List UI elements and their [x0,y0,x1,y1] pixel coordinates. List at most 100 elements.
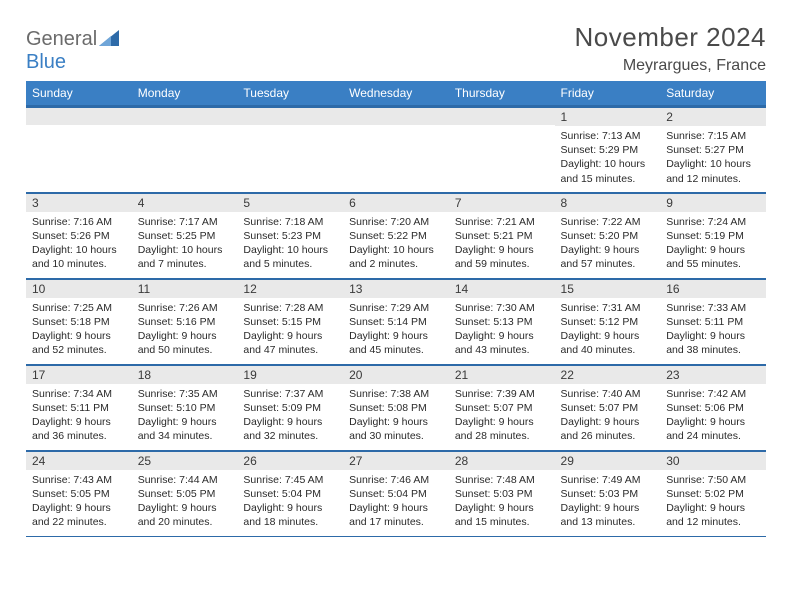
calendar-cell: 24Sunrise: 7:43 AMSunset: 5:05 PMDayligh… [26,450,132,536]
calendar-cell: 1Sunrise: 7:13 AMSunset: 5:29 PMDaylight… [555,106,661,192]
day-number: 8 [555,193,661,212]
day-info: Sunrise: 7:17 AMSunset: 5:25 PMDaylight:… [132,212,238,276]
day-number: 16 [660,279,766,298]
calendar-cell: 27Sunrise: 7:46 AMSunset: 5:04 PMDayligh… [343,450,449,536]
calendar-cell: 21Sunrise: 7:39 AMSunset: 5:07 PMDayligh… [449,364,555,450]
day-info: Sunrise: 7:34 AMSunset: 5:11 PMDaylight:… [26,384,132,448]
day-info: Sunrise: 7:21 AMSunset: 5:21 PMDaylight:… [449,212,555,276]
calendar-cell: 25Sunrise: 7:44 AMSunset: 5:05 PMDayligh… [132,450,238,536]
weekday-header-row: Sunday Monday Tuesday Wednesday Thursday… [26,81,766,106]
day-number: 27 [343,451,449,470]
day-info: Sunrise: 7:22 AMSunset: 5:20 PMDaylight:… [555,212,661,276]
day-info: Sunrise: 7:48 AMSunset: 5:03 PMDaylight:… [449,470,555,534]
day-info: Sunrise: 7:42 AMSunset: 5:06 PMDaylight:… [660,384,766,448]
day-number: 26 [237,451,343,470]
day-info: Sunrise: 7:39 AMSunset: 5:07 PMDaylight:… [449,384,555,448]
day-info: Sunrise: 7:37 AMSunset: 5:09 PMDaylight:… [237,384,343,448]
day-number: 25 [132,451,238,470]
calendar-cell: 29Sunrise: 7:49 AMSunset: 5:03 PMDayligh… [555,450,661,536]
day-info: Sunrise: 7:33 AMSunset: 5:11 PMDaylight:… [660,298,766,362]
day-number: 20 [343,365,449,384]
empty-day [449,107,555,125]
weekday-header: Saturday [660,81,766,106]
calendar-cell: 6Sunrise: 7:20 AMSunset: 5:22 PMDaylight… [343,192,449,278]
logo-triangle-icon [99,30,119,51]
day-info: Sunrise: 7:15 AMSunset: 5:27 PMDaylight:… [660,126,766,190]
day-number: 24 [26,451,132,470]
calendar-cell: 19Sunrise: 7:37 AMSunset: 5:09 PMDayligh… [237,364,343,450]
calendar-row: 3Sunrise: 7:16 AMSunset: 5:26 PMDaylight… [26,192,766,278]
day-number: 4 [132,193,238,212]
calendar-cell: 15Sunrise: 7:31 AMSunset: 5:12 PMDayligh… [555,278,661,364]
day-info: Sunrise: 7:29 AMSunset: 5:14 PMDaylight:… [343,298,449,362]
day-info: Sunrise: 7:13 AMSunset: 5:29 PMDaylight:… [555,126,661,190]
empty-day [132,107,238,125]
calendar-cell: 5Sunrise: 7:18 AMSunset: 5:23 PMDaylight… [237,192,343,278]
brand-part2: Blue [26,51,66,73]
calendar-cell [132,106,238,192]
day-info: Sunrise: 7:35 AMSunset: 5:10 PMDaylight:… [132,384,238,448]
location: Meyrargues, France [575,57,767,75]
day-number: 23 [660,365,766,384]
brand-logo: General Blue [26,22,119,74]
day-number: 21 [449,365,555,384]
calendar-cell: 20Sunrise: 7:38 AMSunset: 5:08 PMDayligh… [343,364,449,450]
day-info: Sunrise: 7:26 AMSunset: 5:16 PMDaylight:… [132,298,238,362]
calendar-cell: 23Sunrise: 7:42 AMSunset: 5:06 PMDayligh… [660,364,766,450]
calendar-row: 17Sunrise: 7:34 AMSunset: 5:11 PMDayligh… [26,364,766,450]
empty-day [237,107,343,125]
calendar-cell: 2Sunrise: 7:15 AMSunset: 5:27 PMDaylight… [660,106,766,192]
day-info: Sunrise: 7:38 AMSunset: 5:08 PMDaylight:… [343,384,449,448]
day-info: Sunrise: 7:45 AMSunset: 5:04 PMDaylight:… [237,470,343,534]
calendar-cell [449,106,555,192]
day-number: 10 [26,279,132,298]
day-number: 12 [237,279,343,298]
day-info: Sunrise: 7:28 AMSunset: 5:15 PMDaylight:… [237,298,343,362]
calendar-cell [343,106,449,192]
day-number: 7 [449,193,555,212]
weekday-header: Monday [132,81,238,106]
day-number: 18 [132,365,238,384]
calendar-cell: 12Sunrise: 7:28 AMSunset: 5:15 PMDayligh… [237,278,343,364]
calendar-cell: 3Sunrise: 7:16 AMSunset: 5:26 PMDaylight… [26,192,132,278]
weekday-header: Wednesday [343,81,449,106]
day-info: Sunrise: 7:40 AMSunset: 5:07 PMDaylight:… [555,384,661,448]
calendar-table: Sunday Monday Tuesday Wednesday Thursday… [26,81,766,537]
calendar-cell: 26Sunrise: 7:45 AMSunset: 5:04 PMDayligh… [237,450,343,536]
day-number: 11 [132,279,238,298]
calendar-cell: 7Sunrise: 7:21 AMSunset: 5:21 PMDaylight… [449,192,555,278]
day-number: 15 [555,279,661,298]
calendar-cell: 30Sunrise: 7:50 AMSunset: 5:02 PMDayligh… [660,450,766,536]
calendar-row: 10Sunrise: 7:25 AMSunset: 5:18 PMDayligh… [26,278,766,364]
day-info: Sunrise: 7:24 AMSunset: 5:19 PMDaylight:… [660,212,766,276]
day-info: Sunrise: 7:18 AMSunset: 5:23 PMDaylight:… [237,212,343,276]
day-info: Sunrise: 7:25 AMSunset: 5:18 PMDaylight:… [26,298,132,362]
header: General Blue November 2024 Meyrargues, F… [26,22,766,75]
day-number: 29 [555,451,661,470]
weekday-header: Tuesday [237,81,343,106]
calendar-cell: 10Sunrise: 7:25 AMSunset: 5:18 PMDayligh… [26,278,132,364]
day-info: Sunrise: 7:30 AMSunset: 5:13 PMDaylight:… [449,298,555,362]
empty-day [26,107,132,125]
calendar-cell: 11Sunrise: 7:26 AMSunset: 5:16 PMDayligh… [132,278,238,364]
day-info: Sunrise: 7:46 AMSunset: 5:04 PMDaylight:… [343,470,449,534]
day-number: 3 [26,193,132,212]
day-number: 1 [555,107,661,126]
day-number: 22 [555,365,661,384]
calendar-cell: 17Sunrise: 7:34 AMSunset: 5:11 PMDayligh… [26,364,132,450]
day-info: Sunrise: 7:44 AMSunset: 5:05 PMDaylight:… [132,470,238,534]
day-info: Sunrise: 7:50 AMSunset: 5:02 PMDaylight:… [660,470,766,534]
brand-part1: General [26,28,97,50]
calendar-cell: 14Sunrise: 7:30 AMSunset: 5:13 PMDayligh… [449,278,555,364]
calendar-row: 24Sunrise: 7:43 AMSunset: 5:05 PMDayligh… [26,450,766,536]
day-number: 13 [343,279,449,298]
weekday-header: Thursday [449,81,555,106]
title-block: November 2024 Meyrargues, France [575,22,767,75]
weekday-header: Sunday [26,81,132,106]
day-number: 30 [660,451,766,470]
day-number: 14 [449,279,555,298]
calendar-cell: 28Sunrise: 7:48 AMSunset: 5:03 PMDayligh… [449,450,555,536]
day-number: 2 [660,107,766,126]
calendar-cell [237,106,343,192]
day-info: Sunrise: 7:20 AMSunset: 5:22 PMDaylight:… [343,212,449,276]
